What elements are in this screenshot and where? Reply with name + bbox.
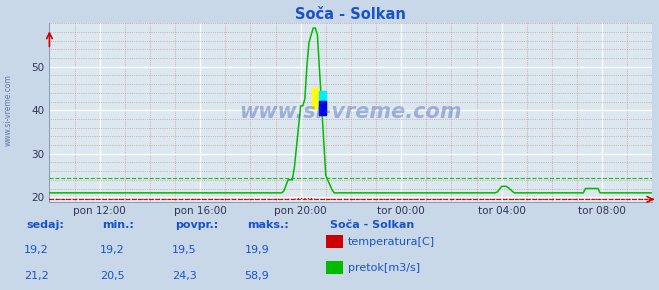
Text: pretok[m3/s]: pretok[m3/s] [348, 263, 420, 273]
Bar [312, 88, 318, 108]
Text: 19,2: 19,2 [24, 245, 49, 255]
Title: Soča - Solkan: Soča - Solkan [295, 7, 407, 22]
Text: 20,5: 20,5 [100, 271, 125, 281]
Text: sedaj:: sedaj: [26, 220, 64, 230]
Text: www.si-vreme.com: www.si-vreme.com [240, 102, 462, 122]
Text: maks.:: maks.: [247, 220, 289, 230]
Text: min.:: min.: [102, 220, 134, 230]
Bar [320, 90, 326, 115]
Text: 19,5: 19,5 [172, 245, 197, 255]
Text: 21,2: 21,2 [24, 271, 49, 281]
Bar [320, 102, 326, 115]
Text: 19,2: 19,2 [100, 245, 125, 255]
Text: Soča - Solkan: Soča - Solkan [330, 220, 414, 230]
Text: temperatura[C]: temperatura[C] [348, 237, 435, 246]
Text: 58,9: 58,9 [244, 271, 270, 281]
Text: www.si-vreme.com: www.si-vreme.com [3, 74, 13, 146]
Text: povpr.:: povpr.: [175, 220, 218, 230]
Text: 19,9: 19,9 [244, 245, 270, 255]
Text: 24,3: 24,3 [172, 271, 197, 281]
